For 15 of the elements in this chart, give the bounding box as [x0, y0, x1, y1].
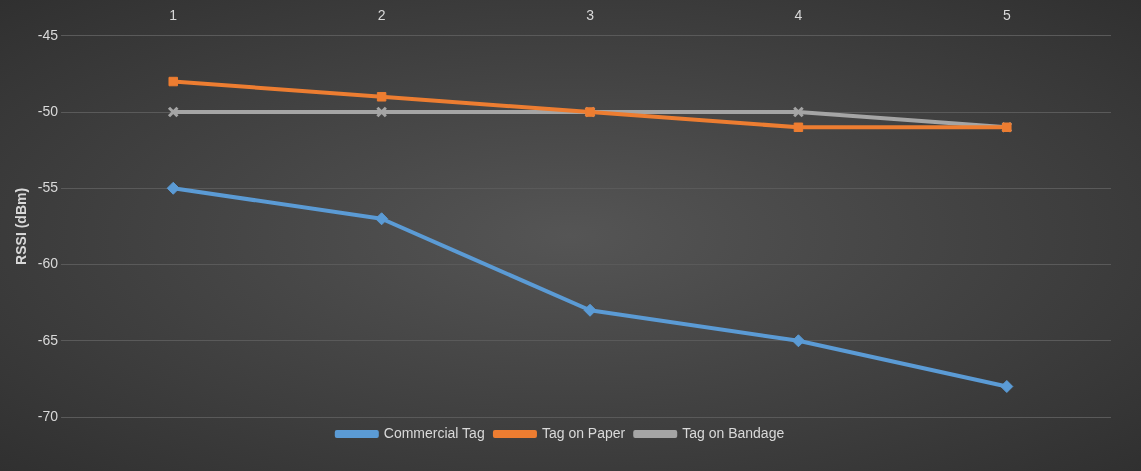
- y-axis-title: RSSI (dBm): [13, 187, 30, 265]
- x-tick-label: 2: [377, 7, 386, 24]
- y-tick-label: -65: [37, 331, 59, 348]
- y-tick-label: -70: [37, 407, 59, 424]
- legend-label: Commercial Tag: [383, 424, 485, 441]
- y-tick-label: -50: [37, 102, 59, 119]
- legend-label: Tag on Paper: [541, 424, 626, 441]
- x-tick-label: 3: [586, 7, 595, 24]
- legend-label: Tag on Bandage: [682, 424, 785, 441]
- x-tick-label: 5: [1002, 7, 1011, 24]
- x-tick-label: 4: [794, 7, 803, 24]
- x-tick-label: 1: [169, 7, 178, 24]
- y-tick-label: -60: [37, 255, 59, 272]
- y-tick-label: -55: [37, 179, 59, 196]
- y-tick-label: -45: [37, 26, 59, 43]
